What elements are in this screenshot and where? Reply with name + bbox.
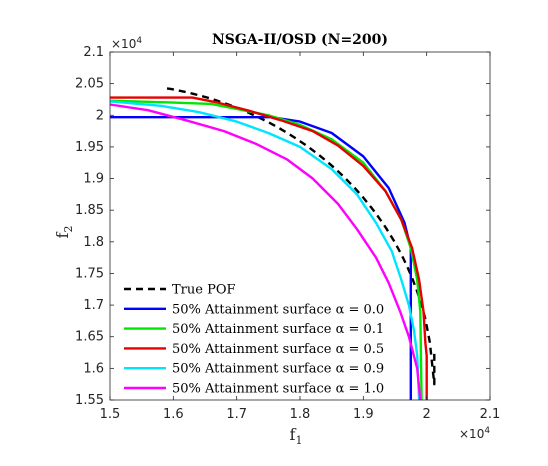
y-axis-exponent: ×104 — [111, 36, 142, 51]
legend-label-4: 50% Attainment surface α = 0.9 — [172, 362, 384, 377]
legend-label-1: 50% Attainment surface α = 0.0 — [172, 302, 384, 317]
x-tick-label: 2 — [423, 407, 431, 422]
y-tick-label: 1.8 — [83, 235, 104, 250]
axis-ticks: 1.5 1.6 1.7 1.8 1.9 2 2.1 1.55 1.6 1.65 1.7 1.75 1.8… — [75, 45, 500, 422]
y-axis-label: f2 — [53, 226, 75, 239]
series-line-3 — [110, 96, 428, 400]
legend-label-0: True POF — [172, 283, 236, 298]
x-tick-label: 1.7 — [226, 407, 247, 422]
y-tick-label: 1.7 — [83, 298, 104, 313]
legend-label-3: 50% Attainment surface α = 0.5 — [172, 342, 384, 357]
y-tick-label: 1.9 — [83, 172, 104, 187]
y-tick-label: 1.85 — [75, 203, 104, 218]
series-line-0 — [166, 87, 436, 386]
plot-frame — [109, 51, 491, 401]
x-tick-label: 1.8 — [290, 407, 311, 422]
x-tick-label: 1.5 — [100, 407, 121, 422]
chart-title: NSGA-II/OSD (N=200) — [212, 32, 388, 48]
series-line-2 — [109, 99, 423, 401]
x-tick-label: 2.1 — [480, 407, 501, 422]
plot-series — [109, 87, 436, 401]
legend: True POF 50% Attainment surface α = 0.0 50… — [117, 275, 384, 397]
y-tick-label: 2 — [96, 108, 104, 123]
x-axis-label: f1 — [290, 425, 303, 447]
x-tick-label: 1.6 — [163, 407, 184, 422]
y-tick-label: 2.05 — [75, 77, 104, 92]
y-tick-label: 1.55 — [75, 393, 104, 408]
legend-label-5: 50% Attainment surface α = 1.0 — [172, 382, 384, 397]
x-axis-exponent: ×104 — [459, 426, 490, 441]
y-tick-label: 1.6 — [83, 361, 104, 376]
x-tick-label: 1.9 — [353, 407, 374, 422]
series-line-4 — [109, 100, 421, 401]
y-tick-label: 1.65 — [75, 330, 104, 345]
legend-label-2: 50% Attainment surface α = 0.1 — [172, 322, 384, 337]
y-tick-label: 1.75 — [75, 266, 104, 281]
y-tick-label: 1.95 — [75, 140, 104, 155]
series-line-5 — [109, 103, 422, 401]
y-tick-label: 2.1 — [83, 45, 104, 60]
